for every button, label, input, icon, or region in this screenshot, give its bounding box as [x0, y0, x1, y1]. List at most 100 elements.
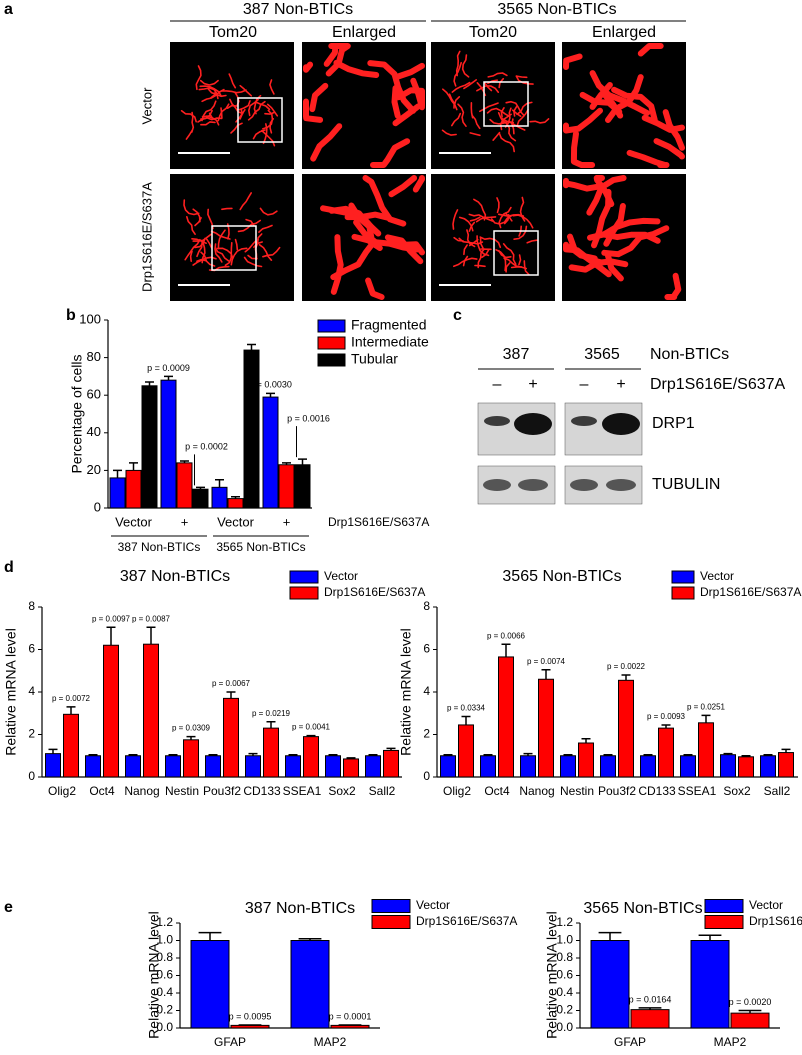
x-tick-label: Sall2	[764, 784, 791, 798]
bar	[366, 756, 381, 777]
p-value: p = 0.0009	[147, 363, 190, 373]
p-value: p = 0.0219	[252, 709, 291, 718]
mitochondria	[475, 266, 485, 267]
p-value: p = 0.0072	[52, 694, 91, 703]
bar	[619, 680, 634, 777]
x-tick-label: Nanog	[124, 784, 159, 798]
bar	[104, 645, 119, 777]
blot-cell-line: 387	[503, 346, 530, 363]
bar	[231, 1025, 269, 1028]
group-label: 3565 Non-BTICs	[216, 540, 305, 554]
bar	[86, 756, 101, 777]
legend-label: Fragmented	[351, 317, 426, 333]
legend-label: Drp1S616E/S637A	[700, 585, 801, 599]
bar	[699, 723, 714, 777]
bar	[499, 657, 514, 777]
bar	[761, 756, 776, 777]
error-bar	[699, 935, 722, 940]
legend-swatch	[318, 337, 345, 349]
legend-label: Tubular	[351, 351, 398, 367]
y-tick-label: 4	[28, 684, 35, 698]
x-tick-label: Olig2	[443, 784, 471, 798]
legend-label: Vector	[700, 569, 734, 583]
chart-title: 387 Non-BTICs	[120, 568, 230, 585]
bar	[161, 380, 176, 508]
legend-swatch	[372, 916, 410, 929]
blot-sign: –	[580, 376, 589, 393]
column-header: 387 Non-BTICs	[243, 1, 353, 18]
column-header: 3565 Non-BTICs	[497, 1, 616, 18]
panel-label: a	[4, 1, 13, 18]
subcolumn-header: Tom20	[209, 24, 257, 41]
bar	[384, 750, 399, 777]
bar	[331, 1025, 369, 1028]
legend-swatch	[290, 571, 318, 583]
p-value: p = 0.0030	[249, 380, 292, 390]
y-tick-label: 8	[28, 599, 35, 613]
chart-title: 3565 Non-BTICs	[583, 900, 702, 917]
bar	[691, 941, 729, 1029]
y-tick-label: 20	[87, 462, 101, 477]
bar	[110, 478, 125, 508]
bar	[591, 941, 629, 1029]
mitochondria	[222, 208, 232, 209]
bar	[641, 756, 656, 777]
bar	[228, 499, 243, 508]
error-bar	[702, 715, 711, 722]
y-axis-label: Relative mRNA level	[398, 628, 414, 756]
error-bar	[145, 382, 154, 386]
blot-sign: +	[616, 376, 625, 393]
bar	[601, 756, 616, 777]
bar	[64, 714, 79, 777]
bar	[539, 679, 554, 777]
x-tick-label: Oct4	[89, 784, 115, 798]
y-axis-label: Relative mRNA level	[146, 911, 162, 1039]
legend-swatch	[318, 354, 345, 366]
legend-swatch	[672, 571, 694, 583]
p-value: p = 0.0067	[212, 679, 251, 688]
legend-label: Drp1S616E/S637A	[749, 914, 802, 928]
p-value: p = 0.0066	[487, 631, 526, 640]
y-axis-label: Percentage of cells	[69, 354, 85, 473]
p-value: p = 0.0020	[729, 997, 772, 1007]
bar	[344, 759, 359, 777]
legend-swatch	[705, 900, 743, 913]
error-bar	[107, 627, 116, 645]
x-tick-label: Pou3f2	[598, 784, 636, 798]
microscopy-grid	[170, 42, 686, 301]
bar	[263, 397, 278, 508]
x-tick-label: CD133	[243, 784, 281, 798]
bar	[46, 754, 61, 777]
p-value: p = 0.0001	[329, 1011, 372, 1021]
bar	[144, 644, 159, 777]
bar	[304, 737, 319, 777]
bar	[126, 470, 141, 508]
y-tick-label: 4	[423, 684, 430, 698]
bar	[481, 756, 496, 777]
legend-swatch	[705, 916, 743, 929]
p-value: p = 0.0041	[292, 723, 331, 732]
p-value: p = 0.0097	[92, 614, 131, 623]
bar	[295, 465, 310, 508]
bar	[166, 756, 181, 777]
p-value: p = 0.0334	[447, 704, 486, 713]
x-tick-label: CD133	[638, 784, 676, 798]
p-value: p = 0.0087	[132, 614, 171, 623]
bar	[291, 941, 329, 1029]
y-tick-label: 0	[94, 499, 101, 514]
error-bar	[622, 675, 631, 680]
error-bar	[199, 933, 222, 941]
x-tick-label: Nanog	[519, 784, 554, 798]
error-bar	[129, 463, 138, 471]
error-bar	[215, 480, 224, 488]
bar	[681, 756, 696, 777]
condition-label: Drp1S616E/S637A	[328, 515, 429, 529]
error-bar	[113, 470, 122, 478]
bar	[279, 465, 294, 508]
x-tick-label: Sox2	[328, 784, 356, 798]
y-tick-label: 40	[87, 424, 101, 439]
bar	[579, 743, 594, 777]
bar	[244, 350, 259, 508]
